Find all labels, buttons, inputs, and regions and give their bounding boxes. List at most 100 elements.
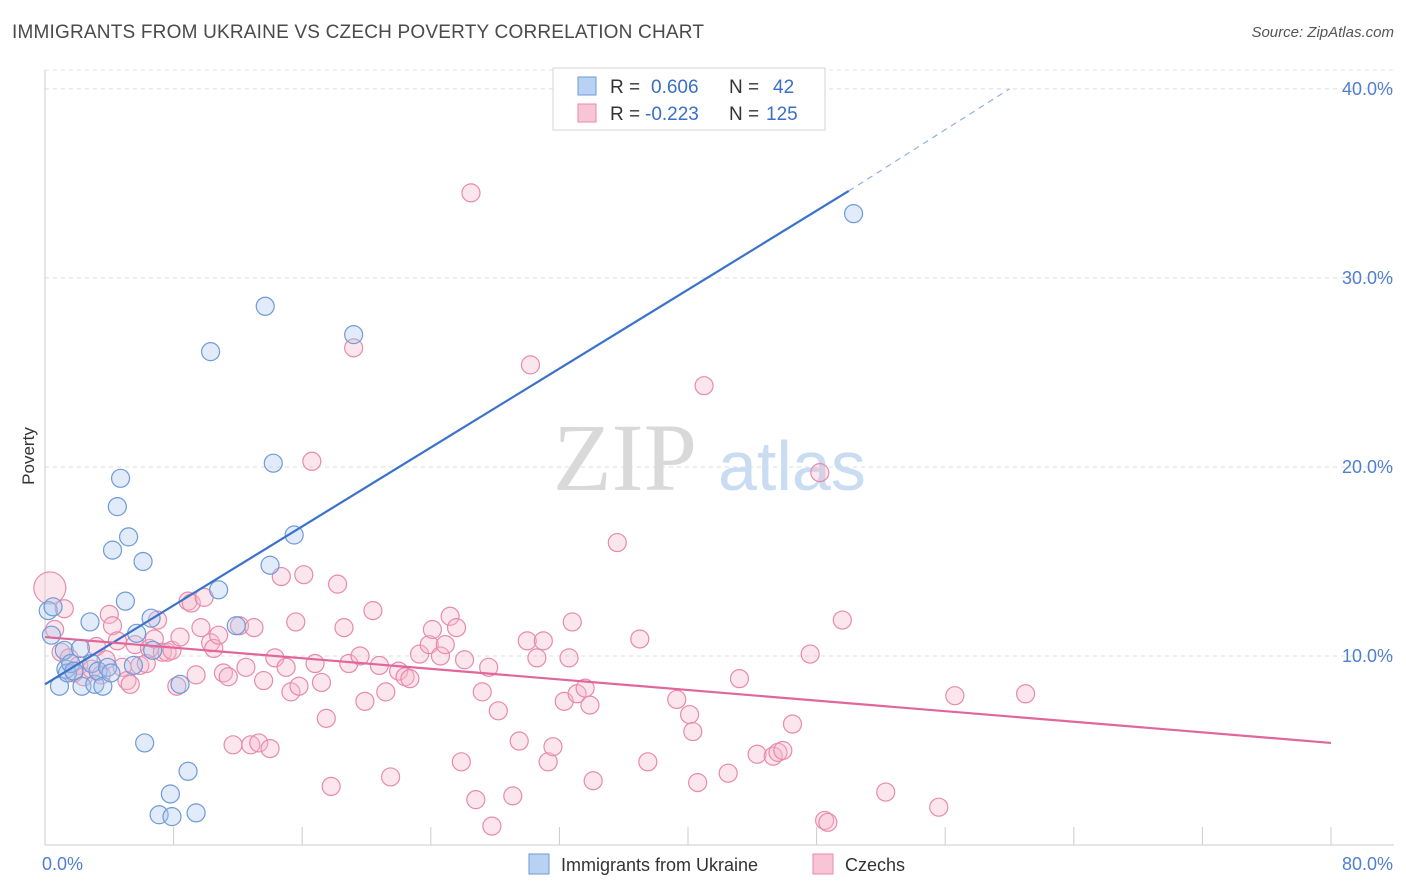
czech-point xyxy=(718,763,738,783)
czech-point xyxy=(638,752,658,772)
chart-title: IMMIGRANTS FROM UKRAINE VS CZECH POVERTY… xyxy=(12,22,705,43)
czech-point xyxy=(810,463,830,483)
czech-point xyxy=(451,752,471,772)
czech-point xyxy=(344,338,364,358)
ukraine-point xyxy=(135,733,155,753)
czech-point xyxy=(454,650,475,670)
czech-point xyxy=(254,670,274,691)
czech-point xyxy=(302,451,322,471)
czech-point xyxy=(729,669,750,689)
legend-n-value-czechs: 125 xyxy=(766,104,798,125)
czech-point xyxy=(363,601,383,621)
czech-point xyxy=(316,708,336,728)
czech-point xyxy=(289,676,309,696)
czech-point xyxy=(446,618,467,638)
czech-point xyxy=(517,631,537,651)
czech-point xyxy=(466,790,486,810)
czech-point xyxy=(583,771,603,791)
czech-point xyxy=(694,376,714,396)
czech-point xyxy=(509,731,529,751)
ukraine-point xyxy=(110,468,131,488)
czech-point xyxy=(461,183,481,203)
czech-point xyxy=(630,629,650,649)
legend-box xyxy=(552,67,826,131)
czech-point xyxy=(815,810,835,831)
ukraine-point xyxy=(260,555,280,575)
czech-point xyxy=(1015,684,1036,704)
czech-point xyxy=(440,606,460,626)
ukraine-point xyxy=(101,663,121,683)
bottom-legend-label-ukraine: Immigrants from Ukraine xyxy=(561,855,758,875)
legend-swatch-czechs xyxy=(577,103,597,123)
ukraine-point xyxy=(843,204,864,224)
ukraine-point xyxy=(160,784,180,804)
ukraine-point xyxy=(133,551,153,572)
ukraine-trend-line xyxy=(44,190,850,686)
czech-point xyxy=(186,665,206,685)
ukraine-point xyxy=(209,580,229,600)
czech-point xyxy=(688,773,708,793)
czech-point xyxy=(120,674,140,694)
legend-n-label-ukraine: N = xyxy=(729,77,759,98)
ukraine-point xyxy=(344,325,364,345)
legend-n-label-czechs: N = xyxy=(729,104,759,125)
czech-point xyxy=(435,635,455,655)
series-legend: Immigrants from Ukraine Czechs xyxy=(528,853,905,875)
tick-labels: 10.0% 20.0% 30.0% 40.0% 0.0% 80.0% xyxy=(42,79,1393,874)
czech-point xyxy=(533,631,553,651)
czech-point xyxy=(667,689,687,710)
czech-point xyxy=(334,618,354,638)
czech-point xyxy=(538,752,558,772)
czech-point xyxy=(260,738,280,759)
czech-point xyxy=(559,648,579,668)
data-points xyxy=(33,183,1036,836)
watermark-atlas: atlas xyxy=(718,427,866,505)
czech-point xyxy=(244,618,264,638)
czech-point xyxy=(249,733,269,753)
bottom-legend-swatch-ukraine xyxy=(528,853,550,875)
czech-point xyxy=(422,619,443,640)
legend-r-value-czechs: -0.223 xyxy=(645,104,699,125)
czech-point xyxy=(482,816,502,836)
czech-point xyxy=(276,657,296,677)
legend-swatch-ukraine xyxy=(577,76,597,96)
ukraine-point xyxy=(115,591,135,611)
czech-point xyxy=(271,566,291,587)
czech-point xyxy=(832,610,852,630)
ukraine-point xyxy=(118,527,139,547)
czech-point xyxy=(265,648,285,668)
correlation-legend: R = 0.606 N = 42 R = -0.223 N = 125 xyxy=(552,67,826,131)
czech-point xyxy=(773,740,793,761)
czech-point xyxy=(294,565,314,585)
czech-point xyxy=(430,646,451,666)
ukraine-point xyxy=(284,525,304,545)
ukraine-point xyxy=(43,597,63,617)
x-tick-label: 0.0% xyxy=(42,854,83,874)
y-tick-label: 20.0% xyxy=(1342,457,1393,477)
ukraine-point xyxy=(186,803,206,823)
chart-source: Source: ZipAtlas.com xyxy=(1251,24,1394,41)
ukraine-point xyxy=(102,540,123,560)
czech-point xyxy=(167,676,187,696)
ukraine-point xyxy=(123,655,144,676)
ukraine-point xyxy=(162,807,182,827)
ukraine-point xyxy=(98,657,118,677)
czech-point xyxy=(472,682,492,702)
czech-point xyxy=(580,695,600,715)
czech-point xyxy=(503,786,523,806)
czech-point xyxy=(680,704,700,725)
czech-point xyxy=(286,612,306,632)
watermark: ZIP atlas xyxy=(553,404,866,511)
czech-point xyxy=(223,735,243,755)
legend-r-value-ukraine: 0.606 xyxy=(651,77,699,98)
czech-point xyxy=(747,744,767,764)
legend-n-value-ukraine: 42 xyxy=(773,77,794,98)
czech-point xyxy=(527,648,547,668)
czech-point xyxy=(782,714,803,734)
czech-point xyxy=(321,776,341,797)
czech-point xyxy=(929,797,949,817)
ukraine-point xyxy=(107,497,127,517)
grid-lines xyxy=(45,69,1394,657)
ukraine-point xyxy=(143,640,163,660)
